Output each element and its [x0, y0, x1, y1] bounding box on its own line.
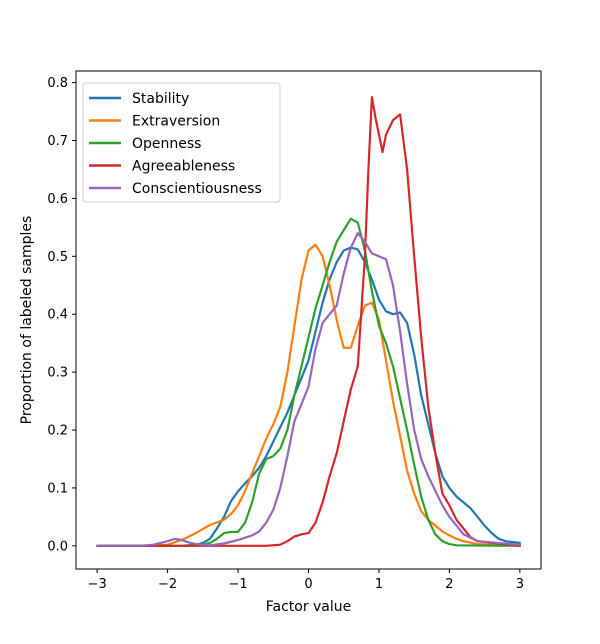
x-axis-label: Factor value [266, 599, 352, 615]
y-axis-ticks: 0.0 0.1 0.2 0.3 0.4 0.5 0.6 0.7 0.8 [47, 76, 76, 554]
y-tick-label: 0.3 [47, 366, 68, 381]
legend-label: Openness [132, 136, 201, 152]
x-tick-label: 2 [445, 577, 453, 592]
x-tick-label: 0 [304, 577, 312, 592]
x-tick-label: −2 [158, 577, 177, 592]
legend-label: Stability [132, 91, 189, 107]
series-layer [96, 96, 521, 547]
legend-label: Conscientiousness [132, 181, 262, 197]
series-line-stability [96, 246, 521, 547]
legend-label: Agreeableness [132, 159, 235, 175]
y-tick-label: 0.7 [47, 134, 68, 149]
x-axis-ticks: −3 −2 −1 0 1 2 3 [88, 569, 524, 592]
series-line-conscientiousness [96, 232, 521, 547]
y-axis-label: Proportion of labeled samples [19, 216, 35, 425]
x-tick-label: −3 [88, 577, 107, 592]
y-tick-label: 0.1 [47, 481, 68, 496]
legend-box [82, 82, 281, 203]
x-tick-label: 3 [516, 577, 524, 592]
x-tick-label: 1 [375, 577, 383, 592]
legend: Stability Extraversion Openness Agreeablene… [82, 82, 281, 203]
legend-label: Extraversion [132, 114, 220, 130]
y-tick-label: 0.2 [47, 424, 68, 439]
y-tick-label: 0.6 [47, 192, 68, 207]
y-tick-label: 0.4 [47, 308, 68, 323]
series-line-agreeableness [96, 96, 521, 547]
series-line-extraversion [96, 243, 521, 547]
y-tick-label: 0.8 [47, 76, 68, 91]
series-line-openness [96, 217, 521, 547]
y-tick-label: 0.5 [47, 250, 68, 265]
y-tick-label: 0.0 [47, 539, 68, 554]
x-tick-label: −1 [228, 577, 247, 592]
